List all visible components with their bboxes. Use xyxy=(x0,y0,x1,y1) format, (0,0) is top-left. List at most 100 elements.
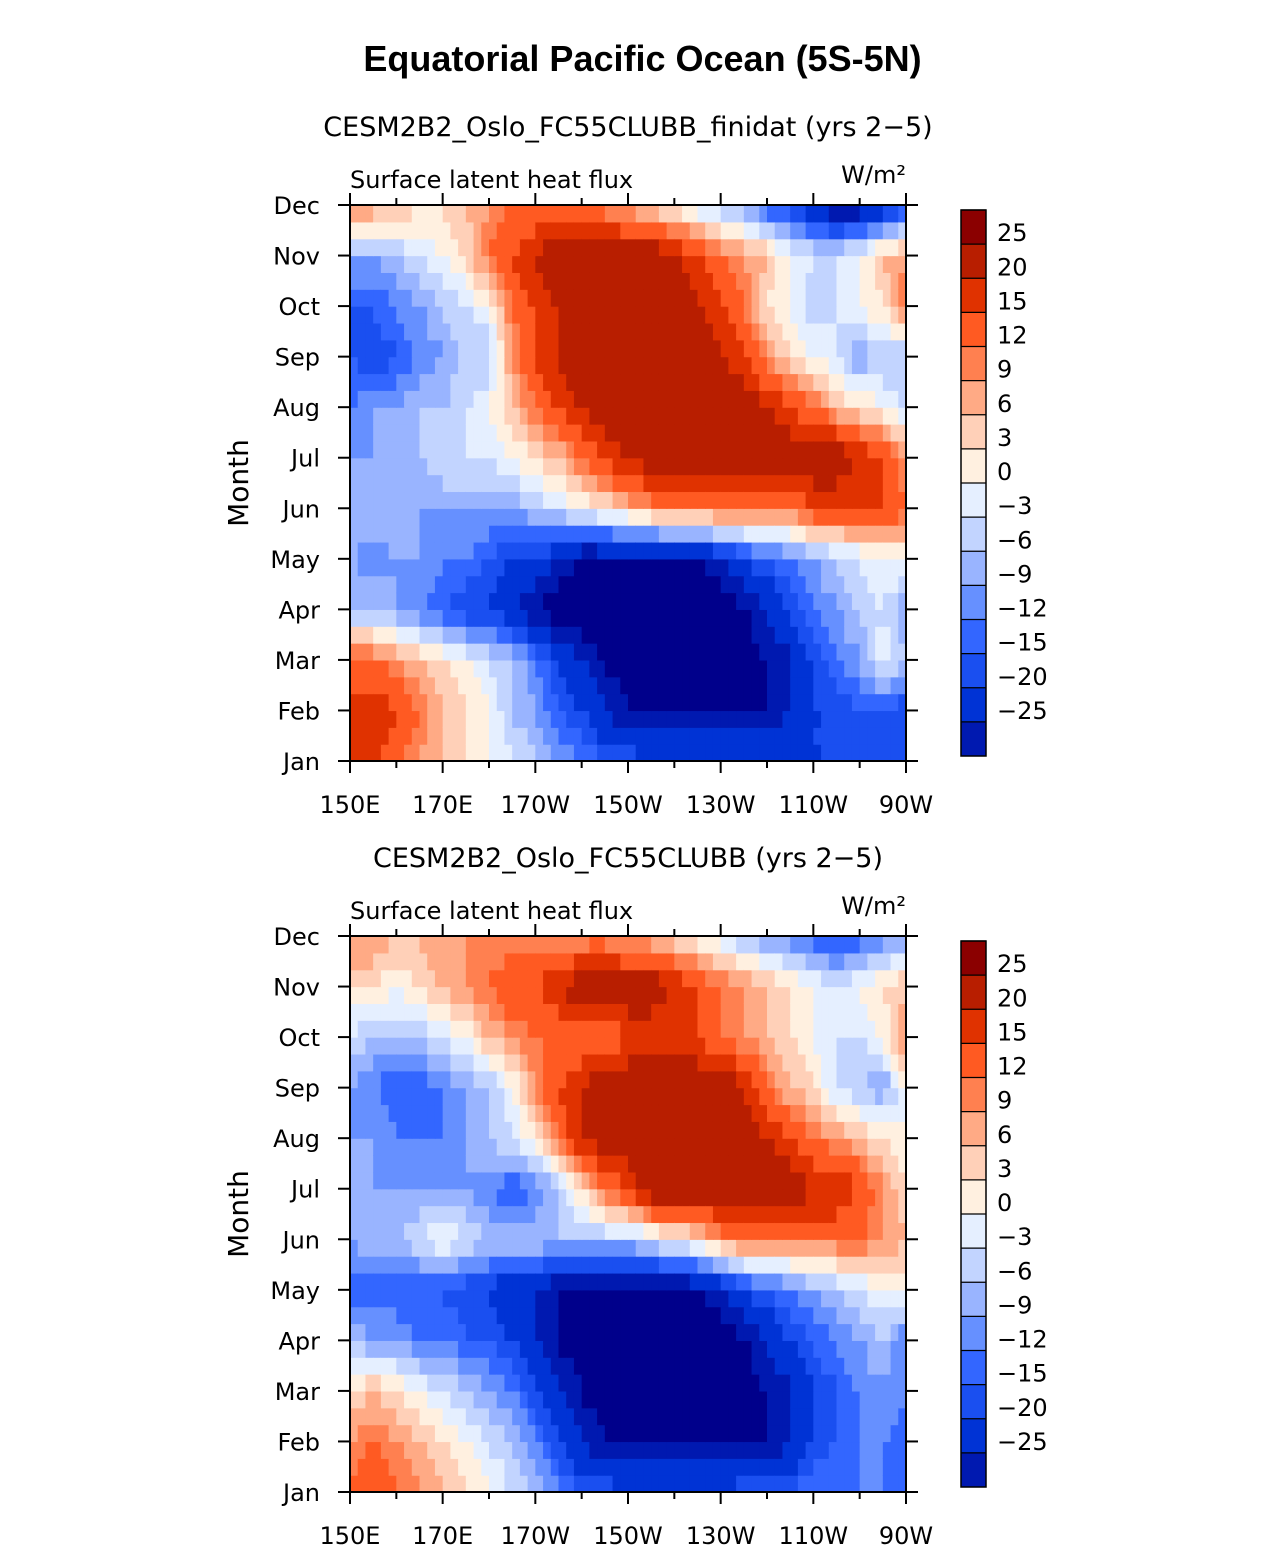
heatmap-cell xyxy=(504,1323,513,1341)
heatmap-cell xyxy=(558,491,567,509)
heatmap-cell xyxy=(759,1003,768,1021)
heatmap-cell xyxy=(489,322,498,341)
heatmap-cell xyxy=(473,474,482,493)
heatmap-cell xyxy=(350,457,359,476)
heatmap-cell xyxy=(380,969,390,988)
heatmap-cell xyxy=(465,1407,475,1426)
heatmap-cell xyxy=(728,592,737,610)
heatmap-cell xyxy=(658,1188,668,1207)
heatmap-cell xyxy=(450,238,459,257)
heatmap-cell xyxy=(828,272,838,290)
heatmap-cell xyxy=(689,508,699,526)
heatmap-cell xyxy=(790,575,799,594)
heatmap-cell xyxy=(388,727,397,745)
heatmap-cell xyxy=(465,1138,475,1156)
heatmap-cell xyxy=(543,1289,552,1308)
heatmap-cell xyxy=(797,1037,807,1055)
heatmap-cell xyxy=(651,541,660,560)
heatmap-cell xyxy=(898,1171,906,1190)
heatmap-cell xyxy=(519,1458,529,1476)
heatmap-cell xyxy=(481,440,490,459)
heatmap-cell xyxy=(535,1441,544,1459)
heatmap-cell xyxy=(519,1390,529,1409)
heatmap-cell xyxy=(427,693,436,712)
heatmap-cell xyxy=(643,390,652,408)
heatmap-cell xyxy=(450,255,459,273)
heatmap-cell xyxy=(612,592,621,610)
heatmap-cell xyxy=(458,1087,467,1106)
heatmap-cell xyxy=(396,693,405,712)
heatmap-cell xyxy=(419,1003,428,1021)
colorbar-box xyxy=(961,414,986,450)
heatmap-cell xyxy=(357,1121,367,1139)
heatmap-cell xyxy=(573,424,583,442)
heatmap-cell xyxy=(720,390,729,408)
heatmap-cell xyxy=(728,356,737,375)
heatmap-cell xyxy=(797,238,807,257)
heatmap-cell xyxy=(720,221,729,240)
heatmap-cell xyxy=(658,1374,668,1392)
heatmap-cell xyxy=(350,238,359,257)
heatmap-cell xyxy=(697,643,706,661)
heatmap-cell xyxy=(689,643,699,661)
heatmap-cell xyxy=(620,356,629,375)
heatmap-cell xyxy=(558,205,567,223)
heatmap-cell xyxy=(558,474,567,493)
heatmap-cell xyxy=(658,969,668,988)
heatmap-cell xyxy=(350,541,359,560)
heatmap-cell xyxy=(697,558,706,577)
heatmap-cell xyxy=(434,626,444,644)
heatmap-cell xyxy=(658,592,668,610)
y-tick-label: Mar xyxy=(275,1378,320,1406)
heatmap-cell xyxy=(697,1104,706,1122)
heatmap-cell xyxy=(705,693,714,712)
heatmap-cell xyxy=(458,238,467,257)
heatmap-cell xyxy=(836,1340,845,1358)
heatmap-cell xyxy=(797,693,807,712)
heatmap-cell xyxy=(759,1070,768,1089)
heatmap-cell xyxy=(419,986,428,1004)
heatmap-cell xyxy=(743,356,753,375)
heatmap-cell xyxy=(689,255,699,273)
y-tick-label: Dec xyxy=(274,923,320,951)
heatmap-cell xyxy=(844,541,853,560)
heatmap-cell xyxy=(774,1340,784,1358)
heatmap-cell xyxy=(790,1171,799,1190)
heatmap-cell xyxy=(867,457,876,476)
heatmap-cell xyxy=(705,1239,714,1257)
heatmap-cell xyxy=(512,1256,521,1274)
heatmap-cell xyxy=(519,1037,529,1055)
heatmap-cell xyxy=(535,727,544,745)
heatmap-cell xyxy=(658,238,668,257)
heatmap-cell xyxy=(666,676,675,695)
heatmap-cell xyxy=(411,1458,421,1476)
heatmap-cell xyxy=(890,643,899,661)
heatmap-cell xyxy=(882,457,892,476)
heatmap-cell xyxy=(450,676,459,695)
heatmap-cell xyxy=(558,1155,567,1173)
heatmap-cell xyxy=(859,1104,868,1122)
heatmap-cell xyxy=(404,1256,413,1274)
heatmap-cell xyxy=(458,1003,467,1021)
heatmap-cell xyxy=(380,936,390,954)
heatmap-cell xyxy=(674,558,683,577)
heatmap-cell xyxy=(689,1272,699,1291)
heatmap-cell xyxy=(411,1104,421,1122)
heatmap-cell xyxy=(450,1053,459,1072)
heatmap-cell xyxy=(751,1256,760,1274)
heatmap-cell xyxy=(527,1037,536,1055)
heatmap-cell xyxy=(396,1289,405,1308)
heatmap-cell xyxy=(543,238,552,257)
heatmap-cell xyxy=(450,1256,459,1274)
heatmap-cell xyxy=(566,1407,575,1426)
heatmap-cell xyxy=(442,676,451,695)
heatmap-cell xyxy=(736,356,745,375)
heatmap-cell xyxy=(689,1323,699,1341)
heatmap-cell xyxy=(419,373,428,391)
heatmap-cell xyxy=(350,626,359,644)
heatmap-cell xyxy=(821,1306,830,1325)
heatmap-cell xyxy=(442,407,451,425)
heatmap-cell xyxy=(774,936,784,954)
heatmap-cell xyxy=(620,440,629,459)
heatmap-cell xyxy=(458,558,467,577)
